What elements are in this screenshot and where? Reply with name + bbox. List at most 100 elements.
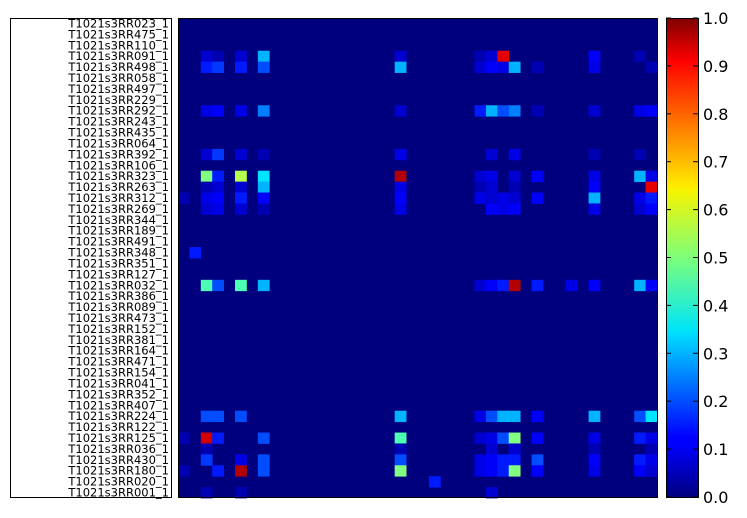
heatmap-cell xyxy=(531,454,544,466)
heatmap-cell xyxy=(588,105,601,117)
heatmap-cell xyxy=(178,192,190,204)
heatmap-cell xyxy=(485,170,498,183)
heatmap-cell xyxy=(634,170,646,183)
heatmap-cell xyxy=(634,203,646,215)
row-label: T1021s3RR348_1 xyxy=(67,246,169,260)
heatmap-cell xyxy=(531,170,544,183)
heatmap-cell xyxy=(645,192,658,204)
heatmap-cell xyxy=(497,61,510,73)
row-label-panel xyxy=(10,18,172,498)
row-label: T1021s3RR110_1 xyxy=(67,38,169,52)
heatmap-cell xyxy=(235,410,247,423)
heatmap-cell xyxy=(508,454,521,466)
colorbar xyxy=(666,18,698,497)
heatmap-cell xyxy=(200,170,213,183)
heatmap-cell xyxy=(474,50,487,63)
heatmap-cell xyxy=(428,476,441,488)
heatmap-cell xyxy=(212,148,225,161)
heatmap-cell xyxy=(645,105,658,117)
heatmap-cell xyxy=(508,61,521,73)
heatmap-cell xyxy=(645,181,658,193)
heatmap-cell xyxy=(394,192,407,204)
heatmap-cell xyxy=(257,61,270,73)
heatmap-cell xyxy=(212,432,225,444)
row-label: T1021s3RR001_1 xyxy=(67,486,169,500)
heatmap-cell xyxy=(212,181,225,193)
row-label: T1021s3RR351_1 xyxy=(67,256,169,270)
heatmap-cell xyxy=(212,61,225,73)
heatmap-cell xyxy=(588,61,601,73)
row-label: T1021s3RR471_1 xyxy=(67,355,169,369)
heatmap-cell xyxy=(394,148,407,161)
heatmap-cell xyxy=(394,432,407,444)
heatmap-cell xyxy=(485,203,498,215)
heatmap-cell xyxy=(200,432,213,444)
heatmap-cell xyxy=(485,465,498,477)
heatmap-cell xyxy=(474,105,487,117)
heatmap-cell xyxy=(485,410,498,423)
heatmap-cell xyxy=(257,465,270,477)
row-label: T1021s3RR122_1 xyxy=(67,420,169,434)
row-label: T1021s3RR152_1 xyxy=(67,322,169,336)
heatmap-cell xyxy=(634,279,646,292)
heatmap-cell xyxy=(645,443,658,455)
heatmap-cell xyxy=(588,203,601,215)
heatmap-cell xyxy=(394,50,407,63)
colorbar-tick-label: 0.3 xyxy=(703,344,728,363)
heatmap-cell xyxy=(508,279,521,292)
heatmap-cell xyxy=(634,192,646,204)
heatmap-background xyxy=(178,18,657,498)
heatmap-cell xyxy=(508,181,521,193)
row-label: T1021s3RR036_1 xyxy=(67,442,169,456)
heatmap-cell xyxy=(212,50,225,63)
heatmap-cell xyxy=(394,203,407,215)
row-label: T1021s3RR106_1 xyxy=(67,158,169,172)
heatmap-cell xyxy=(235,454,247,466)
colorbar-tick-label: 0.5 xyxy=(703,249,728,268)
heatmap-cell xyxy=(474,61,487,73)
heatmap-cell xyxy=(200,192,213,204)
heatmap-cell xyxy=(485,454,498,466)
row-label: T1021s3RR344_1 xyxy=(67,213,169,227)
heatmap-cell xyxy=(474,279,487,292)
row-label: T1021s3RR058_1 xyxy=(67,71,169,85)
heatmap-cell xyxy=(212,192,225,204)
heatmap-cell xyxy=(235,192,247,204)
heatmap-cell xyxy=(497,432,510,444)
row-label: T1021s3RR497_1 xyxy=(67,82,169,96)
heatmap-cell xyxy=(178,432,190,444)
heatmap-cell xyxy=(394,105,407,117)
heatmap-cell xyxy=(645,279,658,292)
heatmap-cell xyxy=(485,432,498,444)
row-label: T1021s3RR498_1 xyxy=(67,60,169,74)
heatmap-cell xyxy=(645,410,658,423)
heatmap-cell xyxy=(212,203,225,215)
heatmap-cell xyxy=(200,454,213,466)
row-label: T1021s3RR407_1 xyxy=(67,398,169,412)
heatmap-cell xyxy=(235,279,247,292)
heatmap-cell xyxy=(200,181,213,193)
row-label: T1021s3RR243_1 xyxy=(67,115,169,129)
heatmap-cell xyxy=(200,443,213,455)
row-label: T1021s3RR032_1 xyxy=(67,278,169,292)
heatmap-cell xyxy=(394,465,407,477)
heatmap-cell xyxy=(634,50,646,63)
heatmap-cell xyxy=(588,192,601,204)
heatmap-cell xyxy=(257,432,270,444)
heatmap-cell xyxy=(485,443,498,455)
heatmap-cell xyxy=(200,487,213,499)
row-label: T1021s3RR089_1 xyxy=(67,300,169,314)
heatmap-cell xyxy=(394,181,407,193)
heatmap-cell xyxy=(474,432,487,444)
heatmap-cell xyxy=(257,148,270,161)
heatmap-cell xyxy=(394,170,407,183)
heatmap-cell xyxy=(235,181,247,193)
colorbar-tick-label: 0.0 xyxy=(703,488,728,507)
row-label: T1021s3RR381_1 xyxy=(67,333,169,347)
row-label: T1021s3RR020_1 xyxy=(67,475,169,489)
colorbar-tick-label: 0.4 xyxy=(703,296,728,315)
heatmap-cell xyxy=(645,170,658,183)
heatmap-cell xyxy=(485,148,498,161)
heatmap-cell xyxy=(645,465,658,477)
